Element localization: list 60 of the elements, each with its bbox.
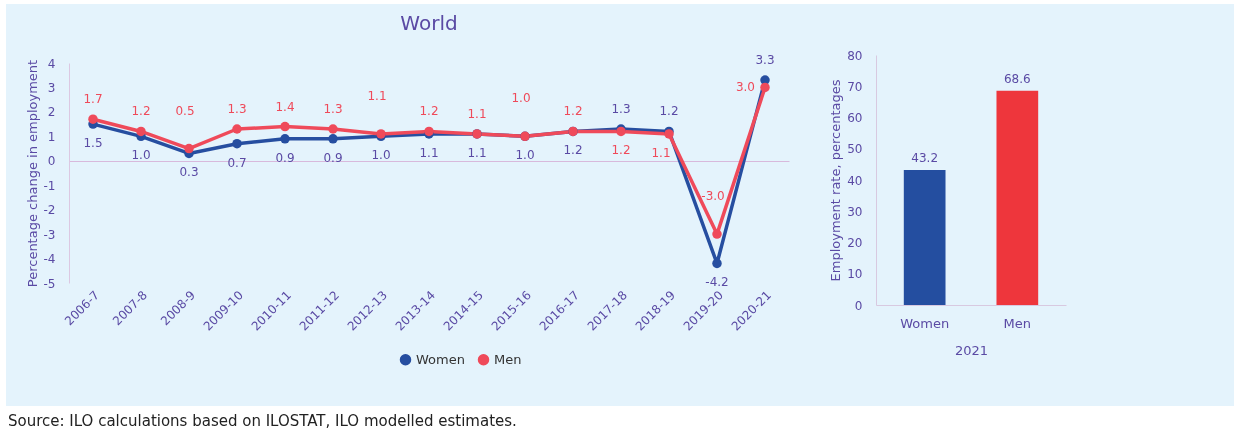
data-label: 1.2 xyxy=(419,104,439,119)
y-axis-title: Employment rate, percentages xyxy=(828,79,844,282)
data-label: 1.0 xyxy=(515,148,535,163)
data-label: 1.7 xyxy=(83,92,103,107)
data-label: 0.9 xyxy=(275,150,295,165)
y-axis-title: Percentage change in employment xyxy=(24,59,40,288)
x-tick-label: Men xyxy=(1003,315,1032,331)
data-label: 1.2 xyxy=(131,104,151,119)
data-label: 1.1 xyxy=(419,145,439,160)
y-tick-label: 0 xyxy=(854,298,863,313)
data-label: 1.3 xyxy=(611,102,631,116)
data-label: 43.2 xyxy=(911,151,939,165)
y-tick-label: 70 xyxy=(847,79,863,94)
legend-label: Women xyxy=(416,351,465,367)
data-label: 68.6 xyxy=(1003,71,1031,86)
y-tick-label: -2 xyxy=(43,203,56,218)
data-label: 0.7 xyxy=(227,155,247,170)
source-note: Source: ILO calculations based on ILOSTAT, ILO modelled estimates. xyxy=(8,412,518,430)
y-tick-label: 40 xyxy=(847,173,863,188)
y-tick-label: 3 xyxy=(47,80,56,95)
y-tick-label: -5 xyxy=(43,276,56,291)
y-tick-label: 80 xyxy=(847,48,863,63)
data-label: 1.3 xyxy=(323,102,343,116)
data-label: 0.9 xyxy=(323,150,343,165)
y-tick-label: 50 xyxy=(847,142,863,157)
data-label: 0.3 xyxy=(179,165,199,180)
data-label: 1.5 xyxy=(83,136,103,151)
data-label: 1.0 xyxy=(371,148,391,163)
data-label: 1.3 xyxy=(227,102,247,116)
data-label: 1.2 xyxy=(659,104,679,119)
data-label: 1.2 xyxy=(611,143,631,158)
y-tick-label: -4 xyxy=(43,252,56,267)
y-tick-label: 60 xyxy=(847,111,863,125)
x-axis-title: 2021 xyxy=(954,342,989,358)
data-label: -4.2 xyxy=(705,275,729,290)
y-tick-label: 2 xyxy=(47,105,56,120)
data-label: 3.0 xyxy=(735,80,755,95)
y-tick-label: 0 xyxy=(47,154,56,169)
y-tick-label: 4 xyxy=(47,56,56,71)
y-tick-label: 20 xyxy=(847,236,863,250)
data-label: 1.1 xyxy=(467,145,487,160)
data-label: 1.4 xyxy=(275,99,295,114)
data-label: 1.2 xyxy=(563,143,583,158)
data-label: 1.0 xyxy=(511,91,531,106)
y-tick-label: -3 xyxy=(43,227,56,242)
data-label: 0.5 xyxy=(175,103,195,118)
chart-title: World xyxy=(400,11,458,36)
legend-label: Men xyxy=(494,351,522,367)
data-label: 1.1 xyxy=(467,106,487,121)
data-label: 1.2 xyxy=(563,104,583,119)
y-tick-label: 30 xyxy=(847,204,863,219)
data-label: 3.3 xyxy=(755,53,775,68)
data-label: 1.0 xyxy=(131,148,151,163)
y-tick-label: 1 xyxy=(47,129,56,144)
y-tick-label: -1 xyxy=(43,178,56,193)
data-label: -3.0 xyxy=(701,189,725,204)
y-tick-label: 10 xyxy=(847,267,863,282)
data-label: 1.1 xyxy=(367,88,387,103)
data-label: 1.1 xyxy=(651,145,671,160)
x-tick-label: Women xyxy=(900,315,950,331)
